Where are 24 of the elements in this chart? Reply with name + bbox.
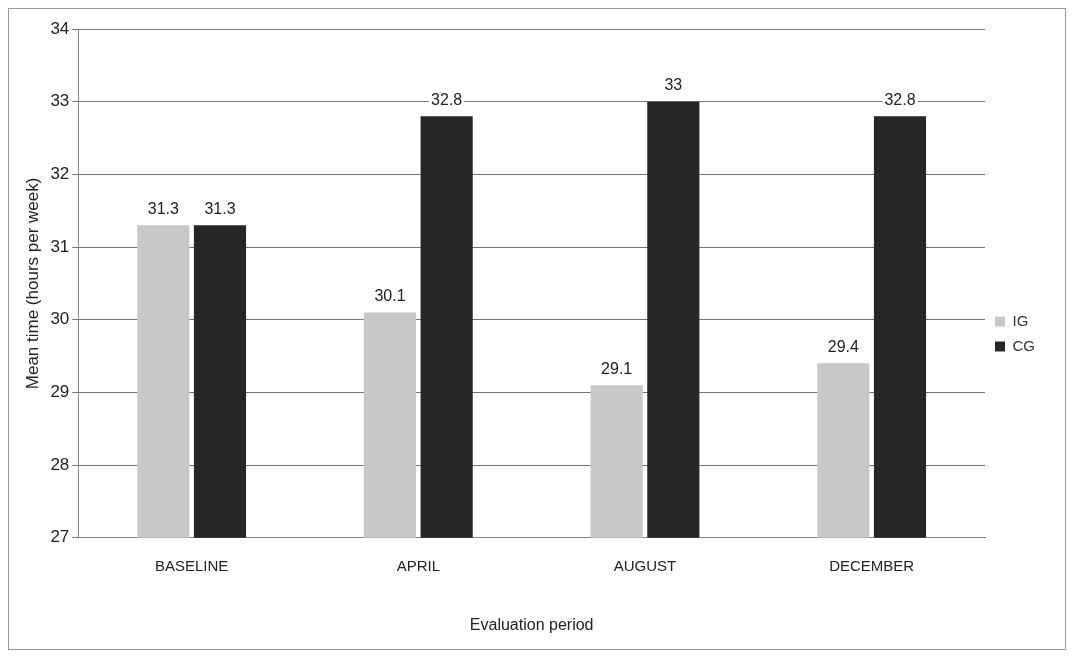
y-tick-label: 34 <box>50 18 70 38</box>
legend-label: IG <box>1012 311 1029 329</box>
x-tick-label: APRIL <box>396 556 440 574</box>
y-tick-label: 30 <box>50 309 70 329</box>
legend-label: CG <box>1012 336 1035 354</box>
x-tick-label: BASELINE <box>154 556 229 574</box>
data-label: 33 <box>664 76 683 94</box>
y-axis-title: Mean time (hours per week) <box>22 177 42 390</box>
data-label: 30.1 <box>374 286 406 304</box>
y-tick-label: 28 <box>50 454 70 474</box>
y-tick-label: 33 <box>50 91 70 111</box>
x-tick-label: DECEMBER <box>829 556 915 574</box>
x-tick-label: AUGUST <box>613 556 677 574</box>
y-tick-label: 29 <box>50 382 70 402</box>
y-tick-label: 32 <box>50 164 70 184</box>
data-label: 31.3 <box>204 199 236 217</box>
data-label: 29.4 <box>827 337 859 355</box>
y-tick-label: 27 <box>50 527 70 547</box>
data-label: 31.3 <box>147 199 179 217</box>
data-label: 29.1 <box>601 359 633 377</box>
data-label: 32.8 <box>884 90 916 108</box>
y-tick-label: 31 <box>50 236 70 256</box>
x-axis-title: Evaluation period <box>469 615 594 633</box>
data-label: 32.8 <box>431 90 463 108</box>
